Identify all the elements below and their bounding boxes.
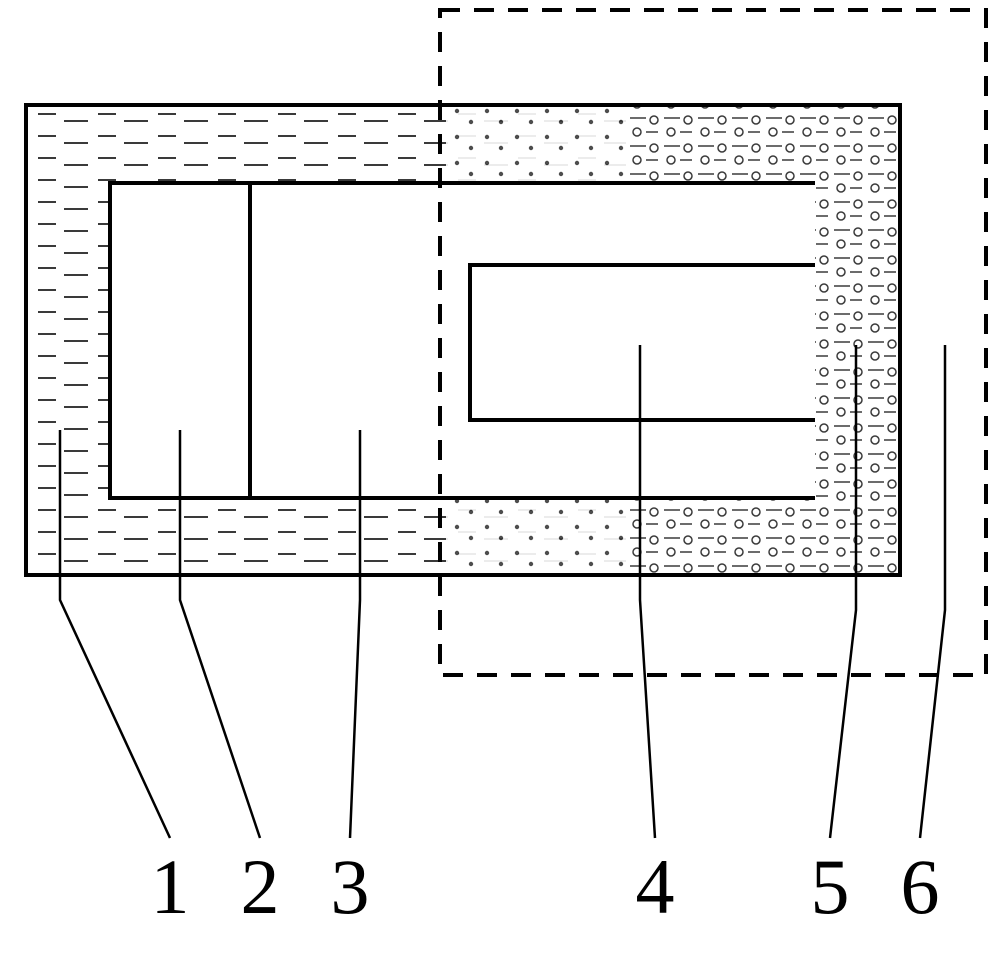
label-2: 2 (241, 842, 280, 932)
label-5: 5 (811, 842, 850, 932)
label-3: 3 (331, 842, 370, 932)
label-4: 4 (636, 842, 675, 932)
diagram-svg (0, 0, 1000, 961)
label-6: 6 (901, 842, 940, 932)
label-1: 1 (151, 842, 190, 932)
inner-rect-fill (110, 183, 815, 498)
technical-diagram: 1 2 3 4 5 6 (0, 0, 1000, 961)
